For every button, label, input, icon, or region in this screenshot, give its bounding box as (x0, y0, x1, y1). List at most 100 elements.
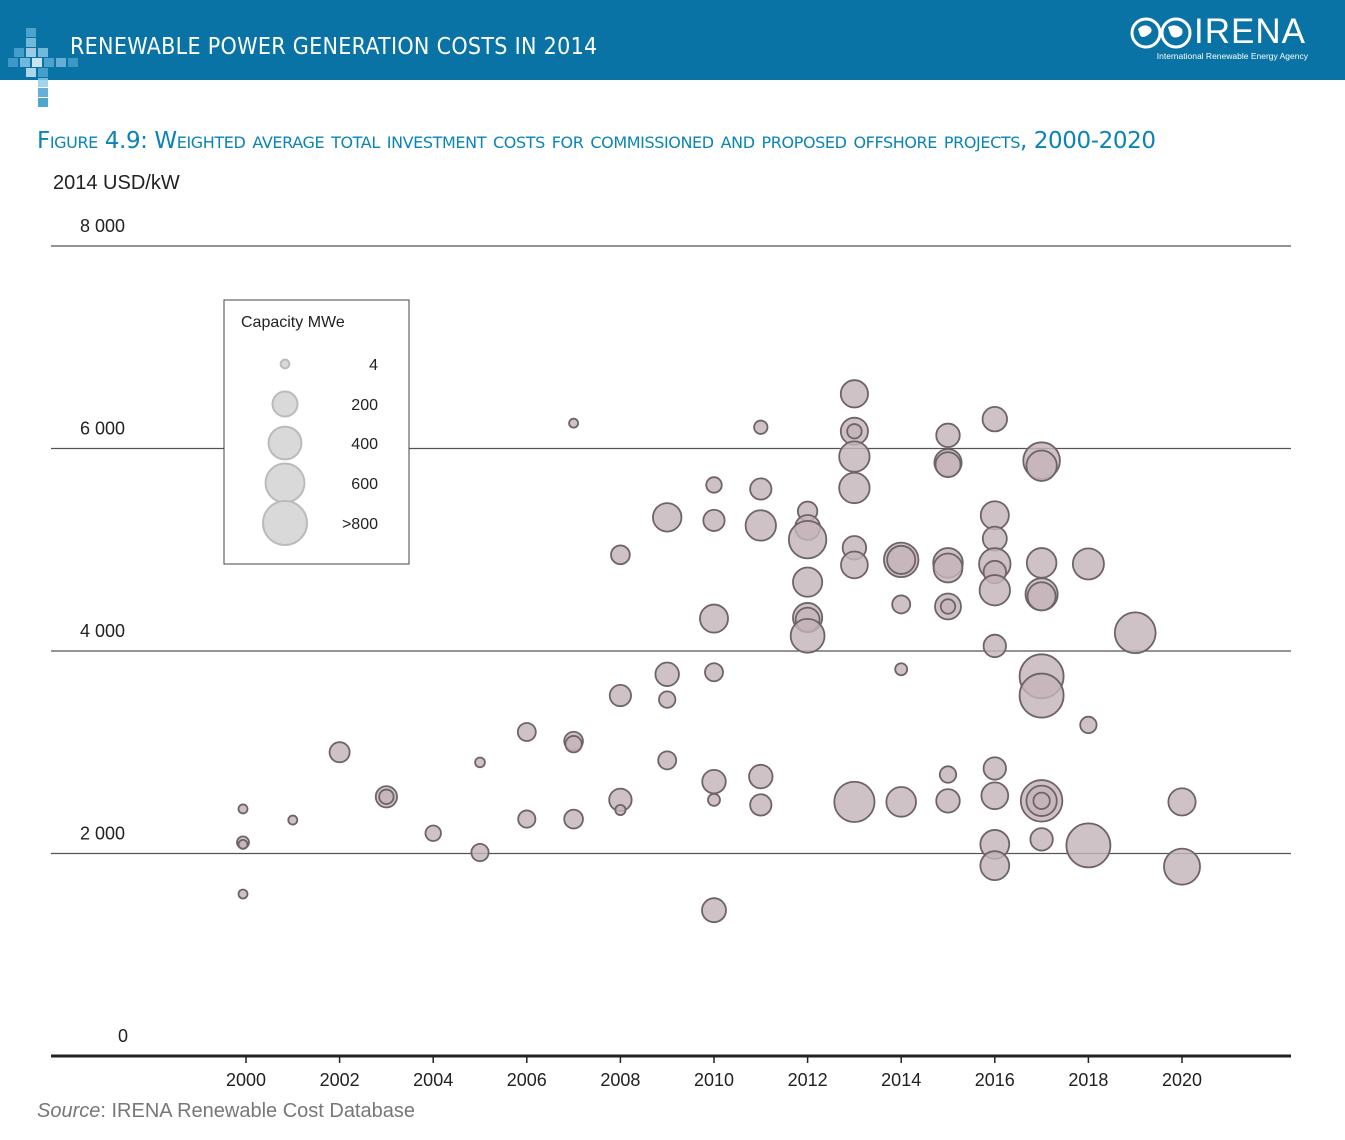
x-tick-label: 2018 (1068, 1070, 1108, 1090)
x-tick-label: 2008 (600, 1070, 640, 1090)
data-point (237, 888, 249, 900)
data-point (652, 502, 683, 533)
data-point (932, 552, 964, 584)
data-point (658, 690, 677, 709)
data-point (979, 500, 1010, 531)
data-point (1065, 822, 1112, 869)
data-point (981, 405, 1008, 433)
y-axis-label: 2014 USD/kW (53, 172, 180, 194)
data-point (705, 476, 723, 494)
data-point (568, 417, 580, 429)
legend-marker (264, 462, 306, 504)
header-bar: RENEWABLE POWER GENERATION COSTS IN 2014… (0, 0, 1345, 107)
data-points (236, 379, 1201, 924)
data-point (934, 451, 962, 479)
data-point (1071, 547, 1105, 581)
legend-label: 400 (351, 436, 378, 453)
legend-title: Capacity MWe (241, 314, 345, 331)
legend-label: 4 (369, 357, 378, 374)
data-point (838, 471, 871, 505)
legend-box (223, 299, 410, 565)
data-point (1113, 611, 1157, 655)
logo-subtitle: International Renewable Energy Agency (1156, 51, 1308, 61)
data-point (608, 683, 632, 708)
data-point (894, 662, 909, 677)
data-point (744, 509, 777, 542)
data-point (979, 850, 1011, 881)
data-point (935, 788, 961, 814)
source-label: Source (37, 1100, 101, 1122)
data-point (980, 781, 1010, 811)
irena-logo: IRENA International Renewable Energy Age… (1130, 12, 1310, 68)
x-axis: 2000 2002 2004 2006 2008 2010 2012 2014 2016 2018… (51, 1054, 1291, 1090)
data-point (563, 808, 584, 830)
x-tick-label: 2014 (881, 1070, 921, 1090)
data-point (787, 519, 828, 560)
data-point (886, 544, 917, 575)
data-point (749, 477, 773, 501)
data-point (1163, 847, 1201, 886)
data-point (610, 544, 631, 566)
globe-logo-icon (1130, 17, 1192, 49)
data-point (938, 765, 958, 784)
y-tick-label: 0 (118, 1026, 128, 1046)
data-point (1025, 547, 1058, 579)
data-point (470, 842, 490, 863)
x-tick-label: 2006 (507, 1070, 547, 1090)
x-tick-label: 2016 (975, 1070, 1015, 1090)
data-point (378, 788, 395, 805)
legend: Capacity MWe 4 200 400 600 >800 (223, 299, 410, 565)
y-tick-labels: 0 2 000 4 000 6 000 8 000 (80, 216, 128, 1046)
data-point (701, 897, 727, 924)
data-point (614, 803, 627, 816)
data-point (840, 550, 869, 580)
legend-label: 600 (351, 476, 378, 493)
legend-label: 200 (351, 397, 378, 414)
data-point (792, 566, 824, 598)
data-point (753, 419, 769, 435)
data-point (982, 756, 1007, 781)
data-point (833, 780, 876, 823)
y-tick-label: 4 000 (80, 621, 125, 641)
report-title: RENEWABLE POWER GENERATION COSTS IN 2014 (70, 34, 598, 60)
data-point (657, 750, 678, 771)
x-tick-label: 2002 (320, 1070, 360, 1090)
data-point (981, 525, 1008, 552)
data-point (424, 824, 442, 842)
y-tick-label: 6 000 (80, 419, 125, 439)
data-point (978, 574, 1011, 607)
data-point (838, 440, 871, 473)
data-point (701, 768, 727, 795)
data-point (1032, 791, 1051, 810)
data-point (707, 792, 721, 807)
logo-wordmark: IRENA (1194, 12, 1306, 51)
data-point (1018, 672, 1065, 719)
data-point (1167, 787, 1197, 817)
legend-marker (271, 390, 299, 418)
source-note: Source: IRENA Renewable Cost Database (37, 1100, 415, 1123)
data-point (702, 508, 726, 532)
data-point (935, 422, 961, 448)
data-point (1025, 449, 1058, 482)
data-point (891, 594, 912, 615)
x-tick-label: 2020 (1162, 1070, 1202, 1090)
data-point (839, 379, 869, 409)
data-point (1026, 581, 1057, 612)
data-point (654, 661, 680, 687)
report-logo-squares-icon (8, 28, 78, 107)
data-point (564, 735, 583, 754)
data-point (1079, 715, 1098, 735)
data-point (699, 603, 729, 634)
data-point (328, 741, 351, 764)
x-tick-label: 2004 (413, 1070, 453, 1090)
legend-marker (262, 500, 308, 546)
x-tick-label: 2012 (788, 1070, 828, 1090)
legend-marker (267, 425, 303, 461)
data-point (517, 809, 537, 829)
y-tick-label: 2 000 (80, 824, 125, 844)
data-point (237, 803, 249, 815)
data-point (704, 662, 724, 683)
data-point (749, 793, 773, 817)
